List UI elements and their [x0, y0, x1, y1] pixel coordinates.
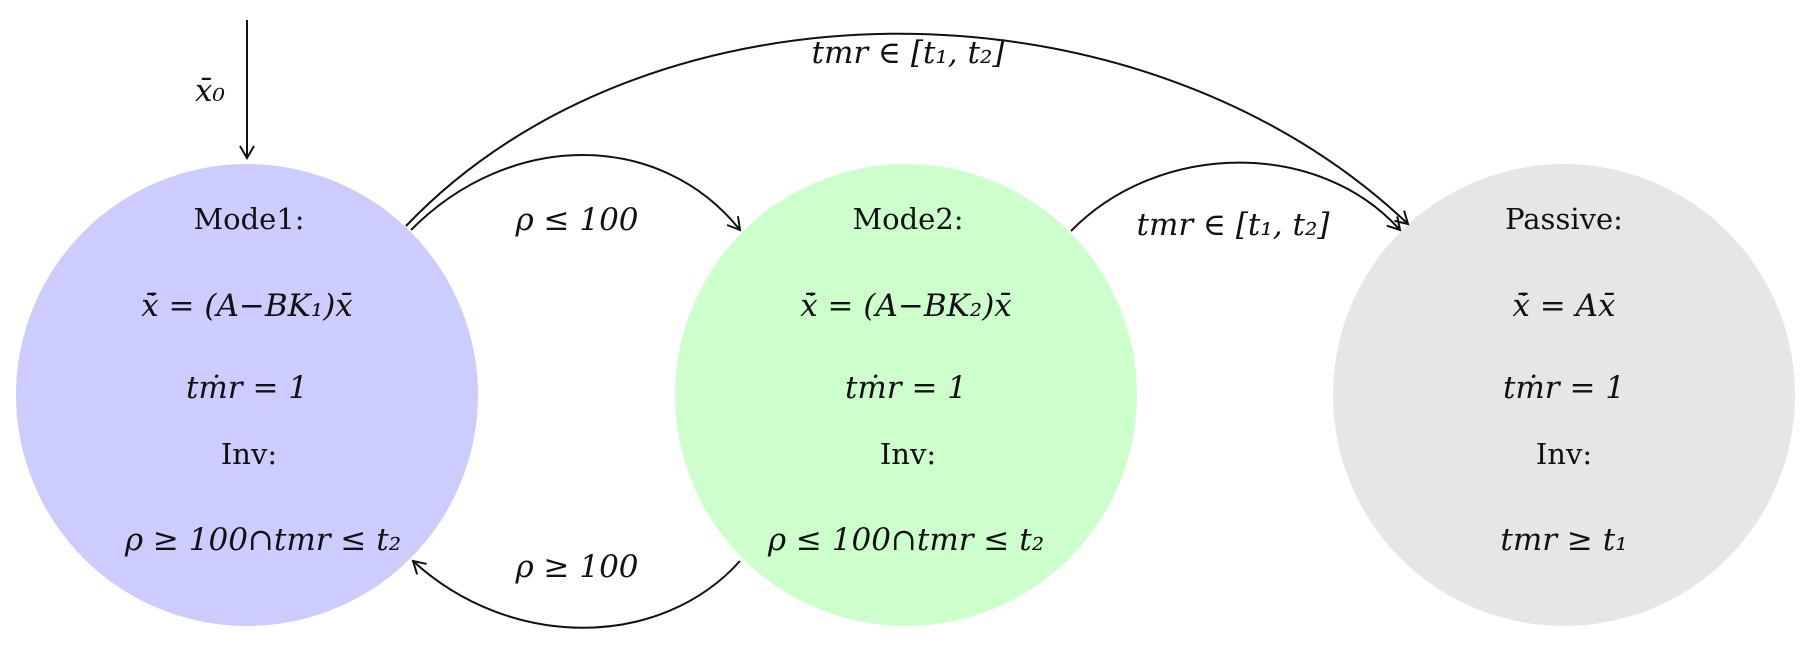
mode1-invariant: ρ ≥ 100∩tmr ≤ t₂	[124, 522, 401, 558]
passive-flow: ẋ̄ = Ax̄	[1512, 288, 1616, 324]
mode1-clock: tṁr = 1	[186, 370, 308, 406]
passive-title: Passive:	[1505, 202, 1623, 236]
mode2-clock: tṁr = 1	[845, 370, 967, 406]
mode2-invariant: ρ ≤ 100∩tmr ≤ t₂	[767, 522, 1044, 558]
transition-mode2-to-passive	[1070, 161, 1402, 232]
passive-inv-label: Inv:	[1536, 437, 1592, 471]
mode2-flow: ẋ̄ = (A−BK₂)x̄	[800, 288, 1012, 324]
transition-mode2-to-mode1	[411, 559, 741, 629]
transition-mode1-to-mode2	[410, 154, 742, 232]
mode2-inv-label: Inv:	[880, 437, 936, 471]
transition-mode1-to-passive	[405, 32, 1410, 227]
mode1-flow: ẋ̄ = (A−BK₁)x̄	[141, 288, 353, 324]
mode2-title: Mode2:	[852, 202, 963, 236]
guard-mode1-to-passive: tmr ∈ [t₁, t₂]	[812, 35, 1006, 71]
passive-invariant: tmr ≥ t₁	[1500, 522, 1627, 558]
passive-clock: tṁr = 1	[1503, 370, 1625, 406]
guard-mode2-to-mode1: ρ ≥ 100	[514, 549, 638, 585]
guard-mode1-to-mode2: ρ ≤ 100	[514, 202, 638, 238]
mode1-inv-label: Inv:	[221, 437, 277, 471]
initial-label: x̄₀	[195, 73, 225, 109]
passive-state	[1333, 164, 1795, 626]
mode1-state	[16, 164, 478, 626]
mode1-title: Mode1:	[193, 202, 304, 236]
guard-mode2-to-passive: tmr ∈ [t₁, t₂]	[1137, 207, 1331, 243]
mode2-state	[675, 164, 1137, 626]
